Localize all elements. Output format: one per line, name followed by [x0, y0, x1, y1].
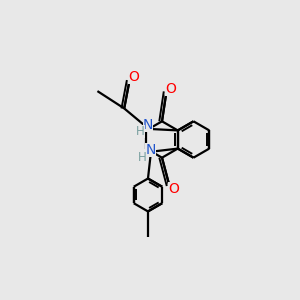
Text: N: N	[145, 143, 156, 157]
Text: O: O	[165, 82, 176, 96]
Text: O: O	[128, 70, 139, 84]
Text: H: H	[136, 125, 145, 138]
Text: H: H	[138, 151, 146, 164]
Text: N: N	[143, 118, 153, 132]
Text: O: O	[168, 182, 179, 196]
